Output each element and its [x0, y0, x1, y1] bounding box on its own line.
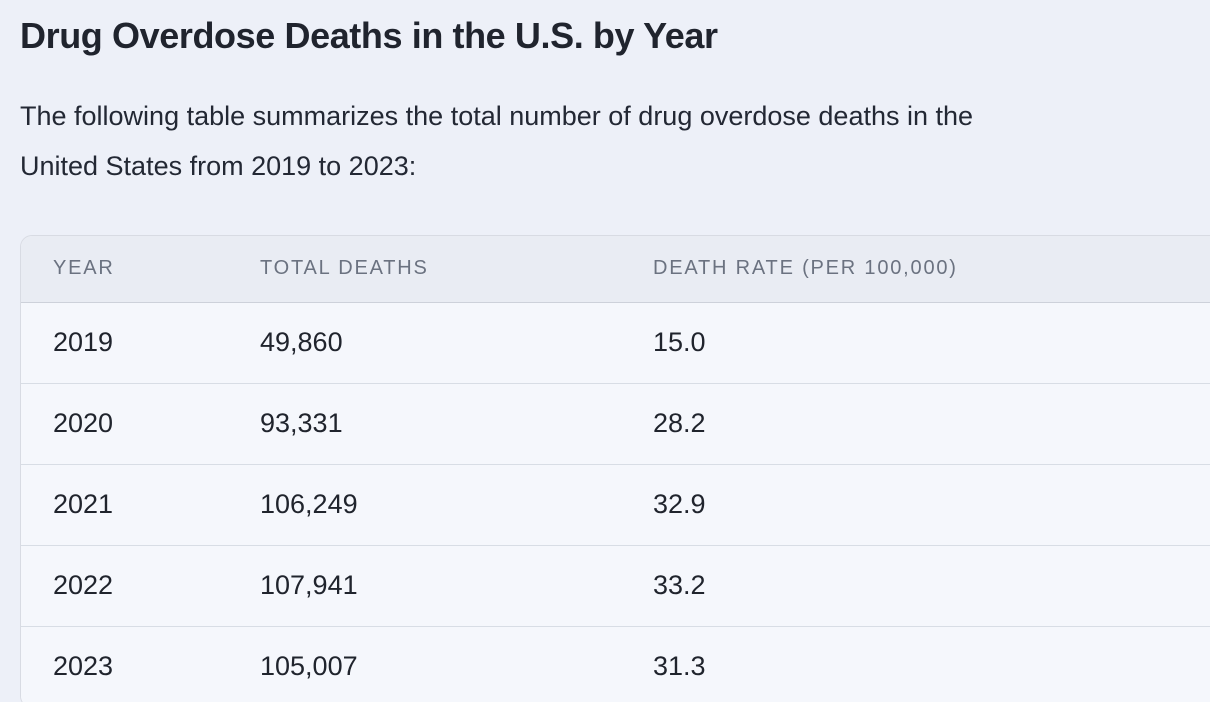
- table-cell-death-rate: 32.9: [621, 463, 1210, 546]
- table-cell-total-deaths: 107,941: [228, 544, 621, 627]
- page-description: The following table summarizes the total…: [20, 91, 1200, 191]
- table-cell-death-rate: 15.0: [621, 302, 1210, 384]
- table-cell-year: 2021: [21, 463, 228, 546]
- table-cell-death-rate: 33.2: [621, 544, 1210, 627]
- table-cell-year: 2019: [21, 302, 228, 384]
- table-cell-year: 2023: [21, 625, 228, 702]
- column-header-death-rate: DEATH RATE (PER 100,000): [621, 236, 1210, 303]
- table-row: 2023 105,007 31.3: [21, 625, 1210, 702]
- table-row: 2021 106,249 32.9: [21, 463, 1210, 546]
- column-header-total-deaths: TOTAL DEATHS: [228, 236, 621, 303]
- table-cell-total-deaths: 106,249: [228, 463, 621, 546]
- table-cell-total-deaths: 105,007: [228, 625, 621, 702]
- page-title: Drug Overdose Deaths in the U.S. by Year: [20, 15, 718, 56]
- table-cell-year: 2020: [21, 382, 228, 465]
- table-cell-death-rate: 28.2: [621, 382, 1210, 465]
- column-header-year: YEAR: [21, 236, 228, 303]
- table-cell-total-deaths: 49,860: [228, 302, 621, 384]
- table-cell-year: 2022: [21, 544, 228, 627]
- page-description-line-1: The following table summarizes the total…: [20, 101, 974, 132]
- table-row: 2019 49,860 15.0: [21, 302, 1210, 384]
- table-cell-total-deaths: 93,331: [228, 382, 621, 465]
- table-cell-death-rate: 31.3: [621, 625, 1210, 702]
- page-description-line-2: United States from 2019 to 2023:: [20, 151, 417, 182]
- data-table-card: YEAR TOTAL DEATHS DEATH RATE (PER 100,00…: [20, 235, 1210, 702]
- table-row: 2022 107,941 33.2: [21, 544, 1210, 627]
- table-row: 2020 93,331 28.2: [21, 382, 1210, 465]
- table-header-row: YEAR TOTAL DEATHS DEATH RATE (PER 100,00…: [21, 236, 1210, 303]
- data-table: YEAR TOTAL DEATHS DEATH RATE (PER 100,00…: [21, 236, 1210, 702]
- page: Drug Overdose Deaths in the U.S. by Year…: [0, 14, 1210, 702]
